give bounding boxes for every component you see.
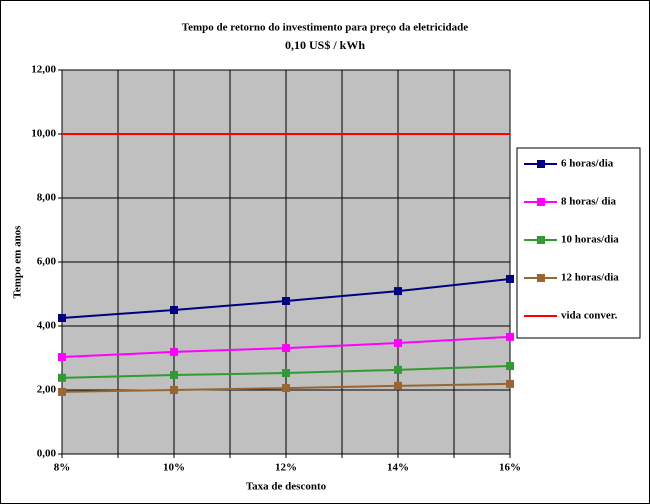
marker — [506, 274, 514, 283]
legend-label: 12 horas/dia — [561, 272, 619, 284]
marker — [394, 287, 402, 296]
chart-title: Tempo de retorno do investimento para pr… — [182, 22, 468, 34]
marker — [58, 373, 66, 382]
y-tick-label: 12,00 — [31, 64, 56, 76]
marker — [394, 338, 402, 347]
marker — [58, 353, 66, 362]
legend-label: 6 horas/dia — [561, 158, 614, 170]
legend-marker — [537, 274, 545, 282]
marker — [282, 384, 290, 393]
y-tick-label: 8,00 — [37, 192, 57, 204]
y-tick-label: 0,00 — [37, 448, 57, 460]
y-tick-label: 10,00 — [31, 128, 56, 140]
x-tick-label: 16% — [499, 462, 521, 474]
marker — [170, 347, 178, 356]
x-tick-label: 12% — [275, 462, 297, 474]
legend-marker — [537, 198, 545, 206]
marker — [506, 379, 514, 388]
y-tick-label: 6,00 — [37, 256, 57, 268]
marker — [282, 369, 290, 378]
x-tick-label: 10% — [163, 462, 185, 474]
marker — [282, 344, 290, 353]
x-tick-label: 14% — [387, 462, 409, 474]
chart-subtitle: 0,10 US$ / kWh — [285, 38, 365, 52]
x-tick-label: 8% — [54, 462, 71, 474]
legend-marker — [537, 160, 545, 168]
marker — [282, 297, 290, 306]
marker — [58, 314, 66, 322]
plot-border — [61, 69, 511, 455]
y-tick-label: 2,00 — [37, 384, 57, 396]
legend-label: vida conver. — [561, 310, 618, 322]
y-tick-label: 4,00 — [37, 320, 57, 332]
marker — [170, 386, 178, 394]
x-axis-label: Taxa de desconto — [246, 481, 327, 493]
legend-label: 8 horas/ dia — [561, 196, 617, 208]
marker — [58, 387, 66, 396]
legend-marker — [537, 236, 545, 244]
marker — [506, 362, 514, 370]
marker — [506, 332, 514, 341]
marker — [394, 365, 402, 374]
marker — [170, 306, 178, 314]
y-axis-label: Tempo em anos — [12, 225, 24, 299]
legend-label: 10 horas/dia — [561, 234, 619, 246]
marker — [394, 381, 402, 390]
marker — [170, 370, 178, 379]
